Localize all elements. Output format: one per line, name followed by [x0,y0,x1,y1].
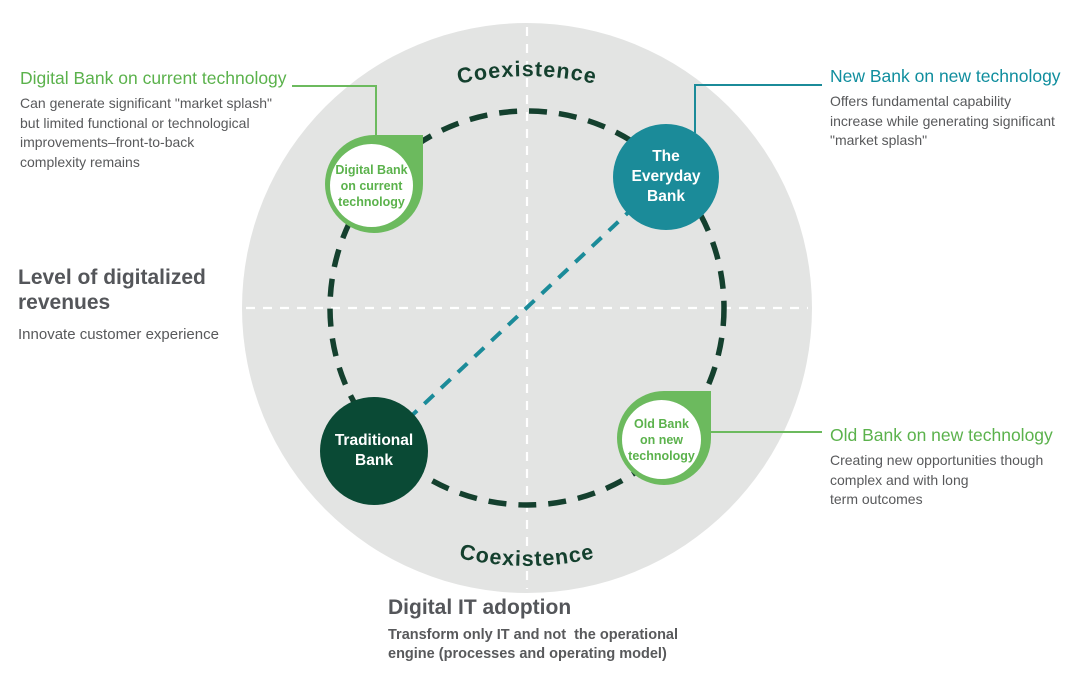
new-bank-annotation: New Bank on new technology Offers fundam… [830,66,1070,151]
old-bank-annotation-body: Creating new opportunities though comple… [830,452,1044,508]
y-axis-subtitle: Innovate customer experience [18,325,219,343]
old-bank-annotation: Old Bank on new technology Creating new … [830,425,1075,510]
x-axis-label: Digital IT adoption Transform only IT an… [388,596,748,665]
y-axis-title: Level of digitalized revenues [18,266,206,314]
digital-bank-node: Digital Bank on current technology [325,135,423,233]
old-bank-node-face: Old Bank on new technology [622,400,701,479]
traditional-bank-node-label: Traditional Bank [334,432,414,469]
digital-bank-annotation: Digital Bank on current technology Can g… [20,68,320,172]
x-axis-title: Digital IT adoption [388,596,572,619]
everyday-bank-node-label: The Everyday Bank [631,148,701,205]
traditional-bank-node: Traditional Bank [320,397,428,505]
old-bank-annotation-title: Old Bank on new technology [830,425,1053,445]
digital-bank-node-face: Digital Bank on current technology [330,144,413,227]
digital-bank-connector-line [292,85,377,140]
y-axis-label: Level of digitalized revenues Innovate c… [18,266,258,345]
dashed-ring [327,108,727,508]
old-bank-node-label: Old Bank on new technology [628,416,695,463]
x-axis-subtitle: Transform only IT and not the operationa… [388,626,679,663]
new-bank-connector-line [694,84,822,133]
digital-bank-node-label: Digital Bank on current technology [335,162,408,209]
everyday-bank-node: The Everyday Bank [613,124,719,230]
digital-bank-annotation-title: Digital Bank on current technology [20,68,287,88]
old-bank-node: Old Bank on new technology [617,391,711,485]
new-bank-annotation-body: Offers fundamental capability increase w… [830,93,1055,149]
transformation-path-dashed-line [372,175,668,453]
digital-bank-annotation-body: Can generate significant "market splash"… [20,95,272,170]
new-bank-annotation-title: New Bank on new technology [830,66,1061,86]
